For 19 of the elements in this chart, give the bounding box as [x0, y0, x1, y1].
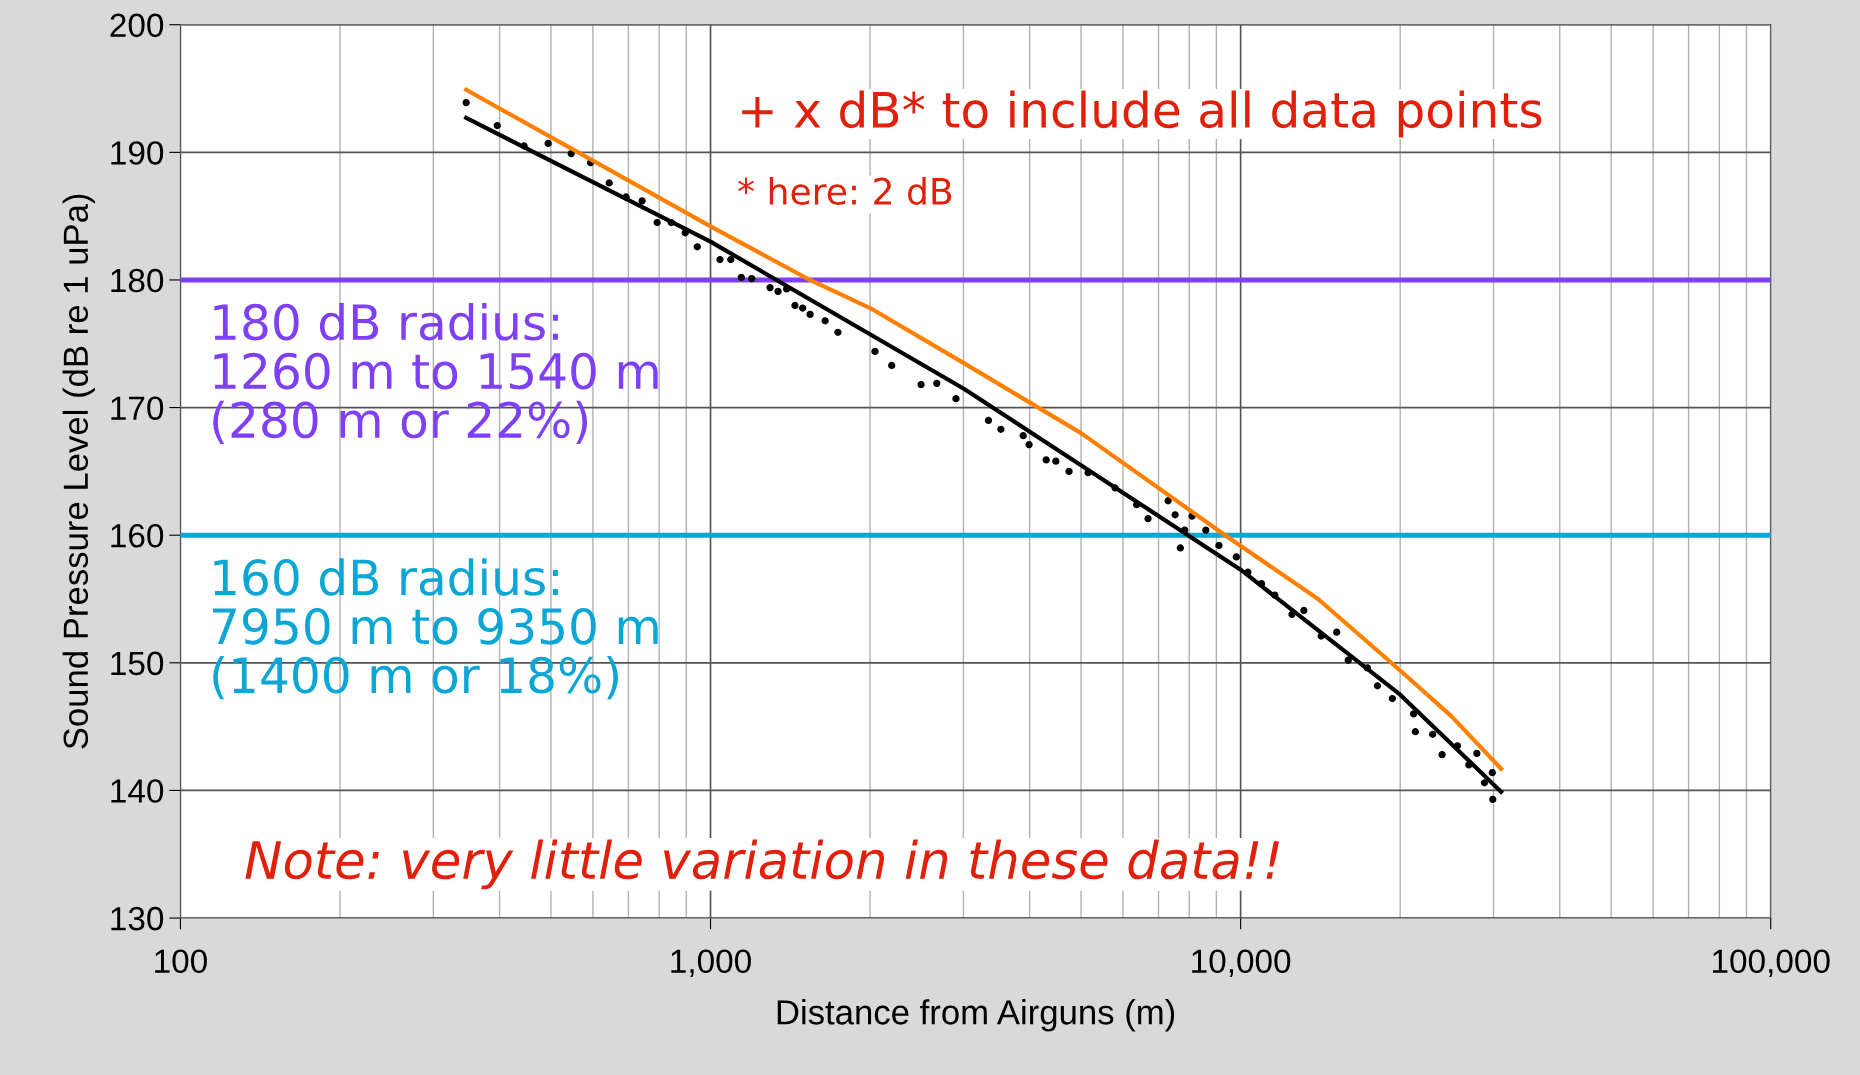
annotation: Note: very little variation in these data!! — [245, 839, 1279, 890]
y-tick-label: 140 — [111, 779, 164, 803]
y-tick-label: 130 — [111, 906, 164, 931]
annotation: * here: 2 dB — [738, 176, 952, 205]
y-tick-label: 190 — [111, 141, 164, 165]
annotation: + x dB* to include all data points — [742, 90, 1542, 138]
x-tick-label: 100,000 — [1713, 949, 1830, 978]
y-tick-label: 160 — [111, 524, 164, 548]
y-axis-title: Sound Pressure Level (dB re 1 uPa) — [62, 194, 95, 749]
ref-line-label: 180 dB radius: 1260 m to 1540 m (280 m or 22%) — [213, 302, 658, 445]
x-tick-label: 10,000 — [1192, 949, 1291, 978]
x-tick-label: 100 — [155, 949, 207, 974]
y-tick-label: 180 — [111, 268, 164, 293]
y-tick-label: 170 — [111, 396, 164, 420]
x-tick-label: 1,000 — [671, 949, 751, 978]
y-tick-label: 150 — [111, 651, 164, 676]
y-tick-label: 200 — [110, 13, 164, 38]
x-axis-title: Distance from Airguns (m) — [777, 999, 1175, 1032]
ref-line-label: 160 dB radius: 7950 m to 9350 m (1400 m or 18%) — [213, 558, 658, 700]
